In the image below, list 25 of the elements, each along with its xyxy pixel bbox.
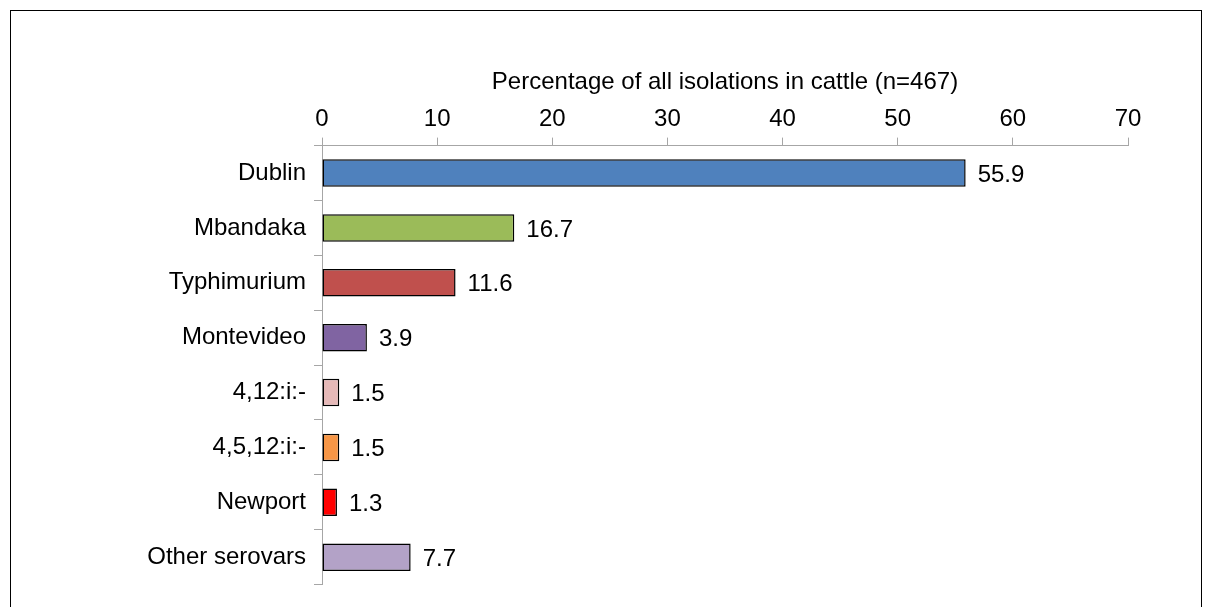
data-label: 1.5 — [351, 379, 385, 407]
data-label: 16.7 — [526, 214, 574, 242]
data-label: 11.6 — [467, 269, 513, 297]
y-tick-label: 4,12:i:- — [232, 377, 306, 405]
y-tick-label: Mbandaka — [193, 212, 307, 240]
x-tick-label: 10 — [423, 103, 451, 131]
x-tick-label: 60 — [999, 103, 1027, 131]
data-label: 55.9 — [977, 159, 1025, 187]
y-tick-label: Dublin — [237, 157, 306, 185]
y-tick-label: Montevideo — [181, 322, 306, 350]
data-label: 7.7 — [422, 543, 457, 571]
x-tick-label: 50 — [884, 103, 912, 131]
x-tick-label: 20 — [538, 103, 566, 131]
y-tick-label: Typhimurium — [168, 267, 306, 295]
data-label: 1.5 — [351, 434, 385, 462]
data-label: 1.3 — [348, 488, 383, 516]
y-tick-label: Newport — [216, 486, 307, 514]
y-tick-label: 4,5,12:i:- — [212, 432, 306, 460]
data-label: 3.9 — [378, 324, 413, 352]
x-tick-label: 40 — [769, 103, 796, 131]
y-tick-label: Other serovars — [147, 541, 306, 569]
x-tick-label: 30 — [654, 103, 681, 131]
x-axis-title: Percentage of all isolations in cattle (n=467) — [491, 67, 959, 95]
x-tick-label: 0 — [315, 103, 329, 131]
x-tick-label: 70 — [1114, 103, 1142, 131]
